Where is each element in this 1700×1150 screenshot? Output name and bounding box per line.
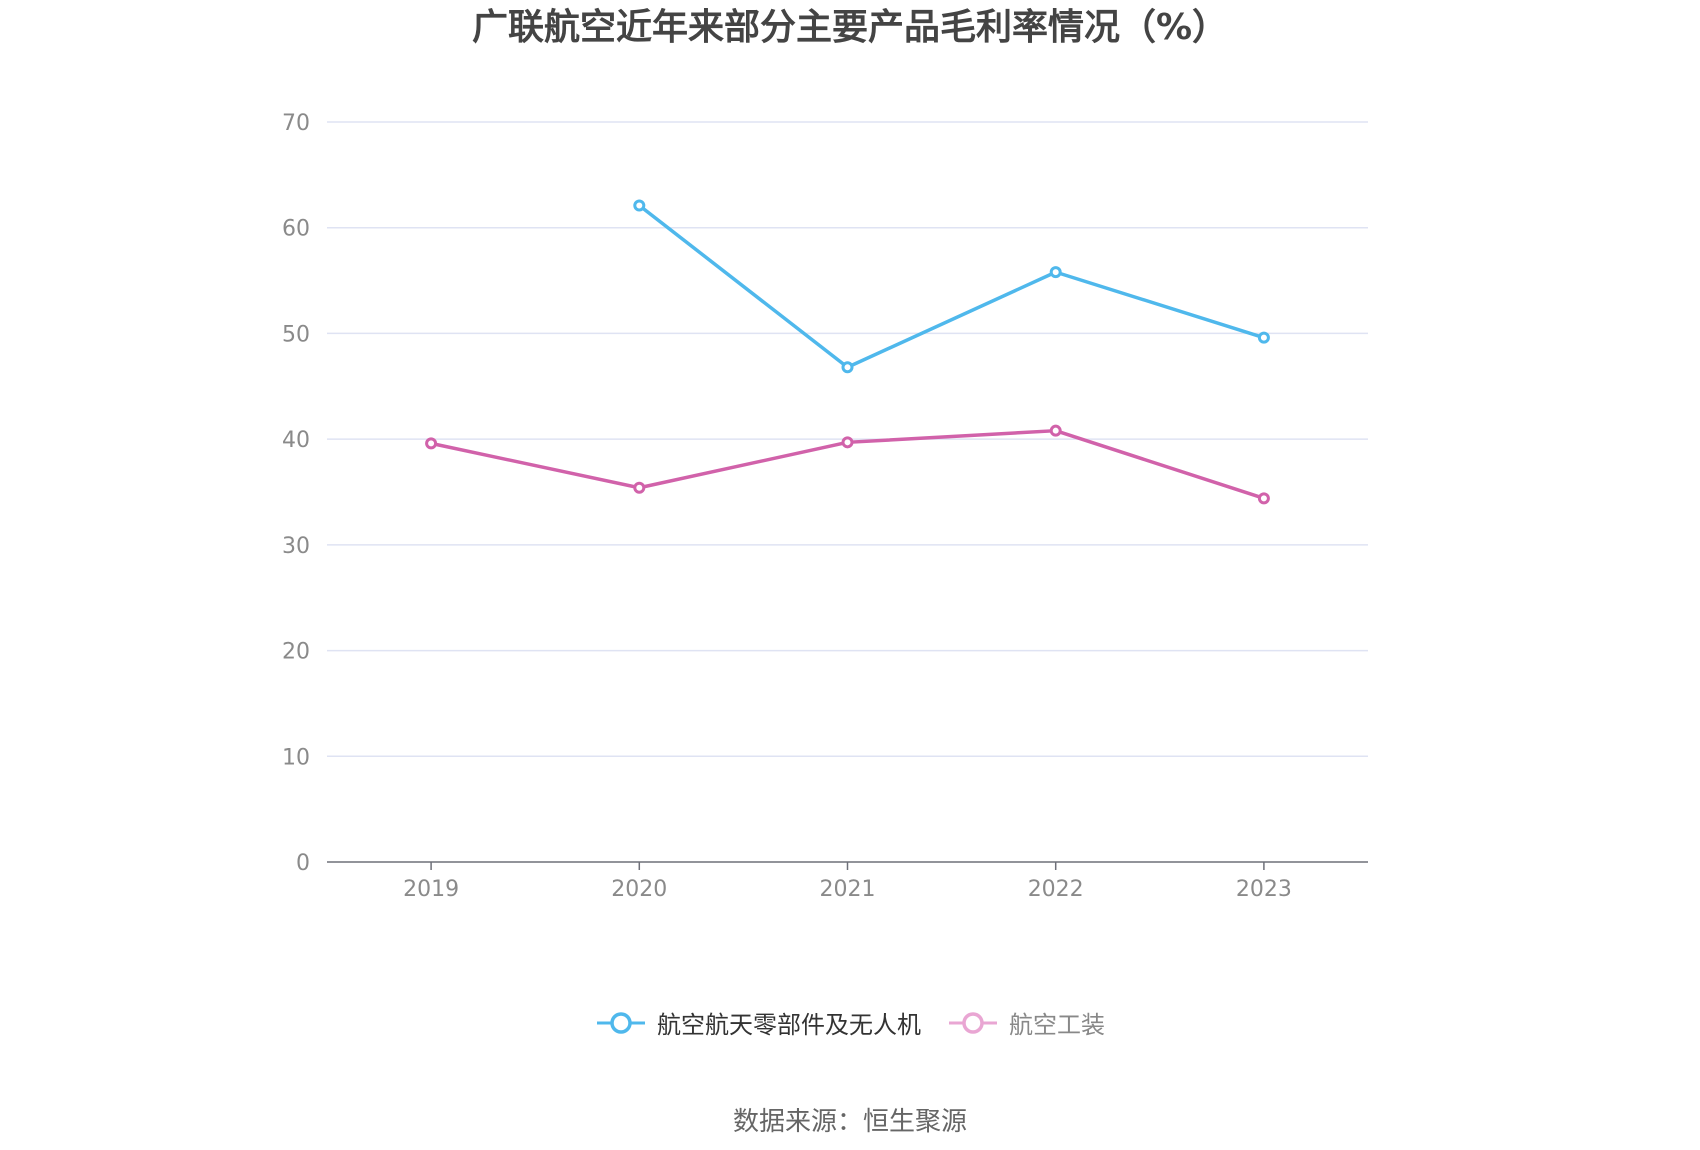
series-1-point: [841, 361, 854, 374]
x-tick-label: 2022: [1028, 877, 1084, 902]
y-tick-label: 10: [282, 745, 310, 770]
legend-item-series-2[interactable]: 航空工装: [947, 1005, 1105, 1040]
y-tick-label: 20: [282, 640, 310, 665]
y-tick-label: 0: [296, 851, 310, 876]
series-2: [425, 424, 1270, 505]
x-tick-label: 2021: [820, 877, 876, 902]
chart-title: 广联航空近年来部分主要产品毛利率情况（%）: [471, 7, 1229, 48]
series-1-point: [633, 199, 646, 212]
axes: 0 10 20 30 40 50 60 70 2019 2020 2021 2022 2023: [282, 111, 1368, 902]
data-source-note: 数据来源：恒生聚源: [732, 1107, 967, 1137]
y-tick-label: 60: [282, 217, 310, 242]
series: [425, 199, 1270, 505]
legend-line-marker-icon: [949, 1011, 997, 1034]
legend-item-series-1[interactable]: 航空航天零部件及无人机: [595, 1005, 921, 1040]
series-2-point: [841, 436, 854, 449]
x-tick-label: 2020: [611, 877, 667, 902]
y-tick-label: 50: [282, 322, 310, 347]
series-1: [633, 199, 1270, 374]
x-tick-label: 2019: [403, 877, 459, 902]
legend: 航空航天零部件及无人机 航空工装: [0, 1005, 1700, 1040]
x-tick-label: 2023: [1236, 877, 1292, 902]
series-2-point: [1049, 424, 1062, 437]
legend-label-series-2: 航空工装: [1009, 1011, 1105, 1039]
y-tick-label: 40: [282, 428, 310, 453]
series-1-point: [1049, 266, 1062, 279]
gridlines: [327, 121, 1368, 758]
series-2-point: [633, 481, 646, 494]
series-1-line: [637, 203, 1266, 370]
y-tick-label: 70: [282, 111, 310, 136]
legend-line-marker-icon: [597, 1011, 645, 1034]
series-1-point: [1257, 331, 1270, 344]
legend-label-series-1: 航空航天零部件及无人机: [657, 1011, 921, 1039]
y-tick-label: 30: [282, 534, 310, 559]
series-2-point: [1257, 492, 1270, 505]
series-2-point: [425, 437, 438, 450]
